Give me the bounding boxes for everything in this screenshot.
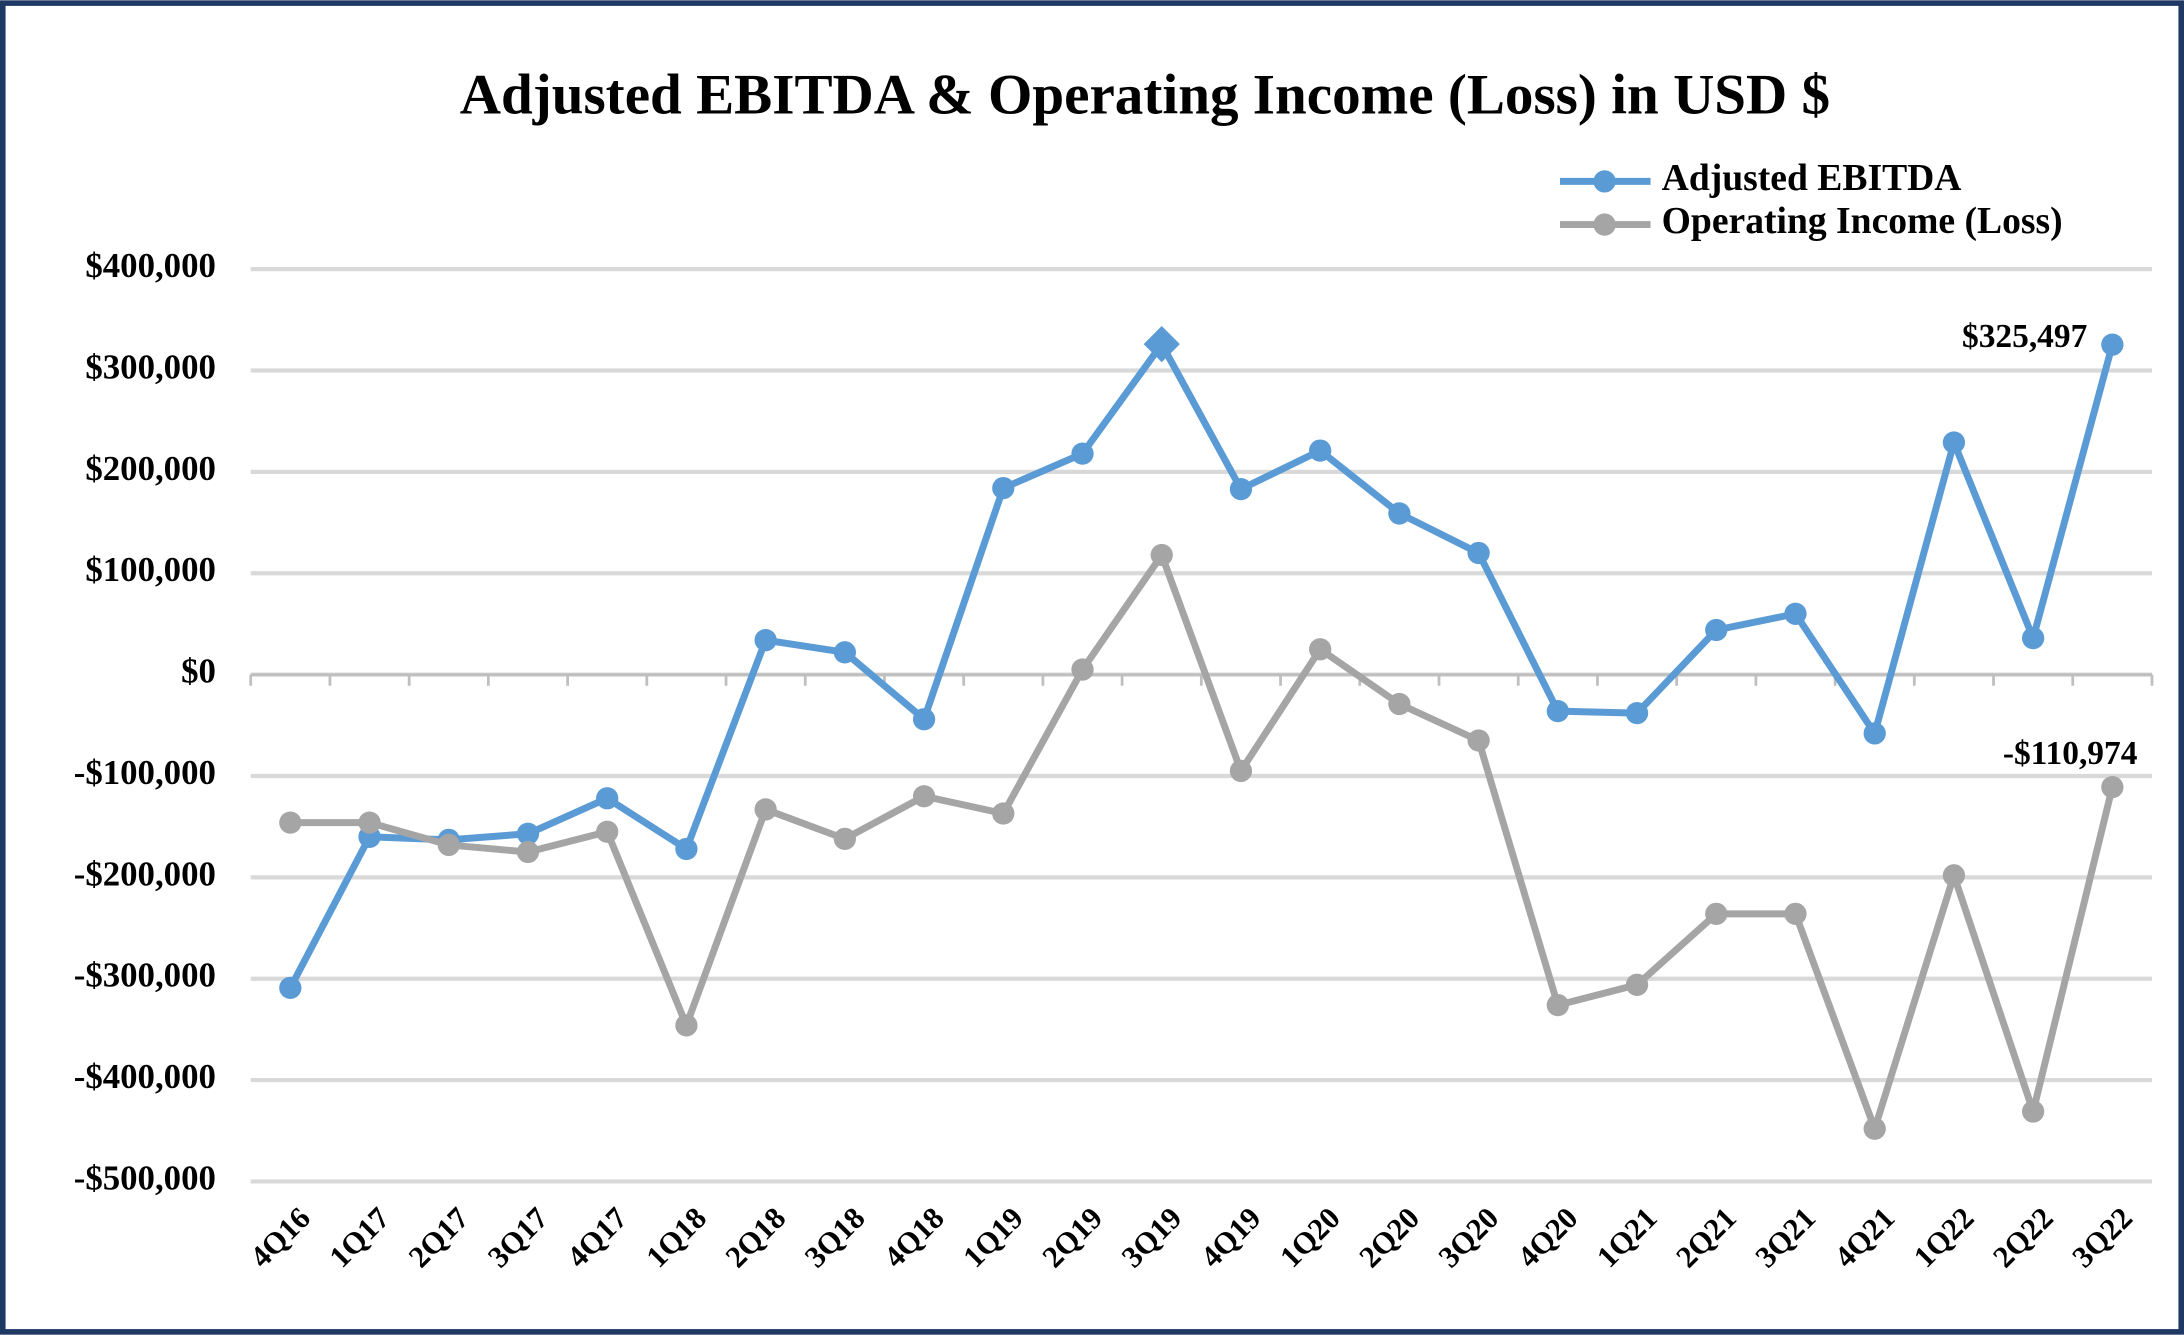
data-point — [1229, 477, 1253, 501]
data-point — [1309, 638, 1332, 661]
legend-marker — [1593, 170, 1616, 193]
data-point — [1784, 602, 1807, 625]
data-point — [912, 708, 936, 731]
data-point — [1388, 692, 1411, 716]
data-point — [675, 1014, 698, 1037]
y-tick-label: $0 — [181, 652, 216, 691]
data-point — [1388, 502, 1411, 525]
data-point — [596, 820, 619, 843]
data-point — [1942, 431, 1966, 454]
data-label: $325,497 — [1962, 318, 2087, 355]
y-tick-label: $200,000 — [85, 449, 216, 488]
data-point — [1071, 442, 1094, 465]
data-point — [2021, 1100, 2045, 1123]
data-point — [437, 833, 460, 857]
data-point — [754, 798, 777, 821]
data-point — [1309, 439, 1332, 462]
data-point — [1705, 902, 1728, 925]
y-tick-label: $400,000 — [85, 246, 216, 285]
data-point — [1071, 658, 1094, 681]
y-tick-label: -$400,000 — [74, 1057, 216, 1096]
data-point — [754, 629, 777, 652]
data-label: -$110,974 — [2003, 735, 2138, 772]
series-line — [287, 340, 2116, 990]
data-point — [358, 811, 381, 834]
data-point — [675, 837, 698, 861]
data-point — [516, 840, 540, 864]
data-point — [1942, 864, 1966, 887]
data-point — [1143, 326, 1180, 363]
series-line — [290, 551, 2116, 1133]
y-tick-label: -$100,000 — [74, 753, 216, 792]
data-point — [1625, 973, 1649, 996]
data-point — [1467, 729, 1490, 752]
data-point — [516, 822, 540, 845]
data-point — [1546, 993, 1569, 1017]
legend-marker — [1593, 213, 1616, 236]
data-point — [1546, 699, 1569, 723]
data-point — [1150, 543, 1173, 567]
data-point — [2101, 333, 2124, 356]
data-point — [833, 827, 856, 850]
data-point — [992, 476, 1015, 500]
y-tick-label: $300,000 — [85, 347, 216, 386]
data-point — [1467, 541, 1490, 565]
data-point — [2021, 626, 2045, 650]
data-point — [279, 811, 302, 834]
data-point — [1863, 722, 1886, 745]
data-point — [279, 976, 302, 999]
data-point — [1229, 759, 1253, 783]
y-tick-label: $100,000 — [85, 550, 216, 589]
data-point — [833, 641, 856, 664]
y-tick-label: -$200,000 — [74, 854, 216, 893]
data-point — [1705, 618, 1728, 642]
legend-label: Adjusted EBITDA — [1662, 157, 1962, 199]
y-tick-label: -$300,000 — [74, 956, 216, 995]
y-tick-label: -$500,000 — [74, 1158, 216, 1197]
data-point — [992, 802, 1015, 825]
data-point — [1863, 1117, 1886, 1140]
data-point — [2101, 775, 2124, 799]
chart-title: Adjusted EBITDA & Operating Income (Loss… — [460, 64, 1830, 127]
data-point — [912, 785, 936, 808]
legend-label: Operating Income (Loss) — [1662, 200, 2063, 242]
data-point — [596, 787, 619, 810]
data-point — [1784, 902, 1807, 925]
data-point — [1625, 701, 1649, 725]
